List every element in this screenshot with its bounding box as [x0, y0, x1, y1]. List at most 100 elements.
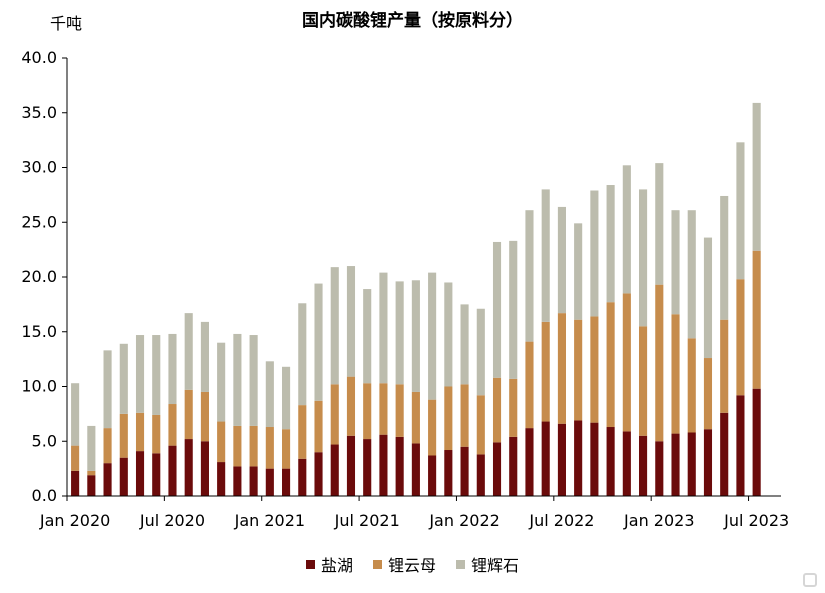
y-tick-label-5: 25.0 — [21, 212, 57, 231]
bar-segment-s2-11 — [249, 335, 258, 426]
bar-segment-s0-11 — [249, 466, 258, 496]
watermark-icon — [803, 573, 817, 587]
bar-segment-s0-20 — [395, 436, 404, 496]
y-axis-unit-label: 千吨 — [50, 14, 83, 33]
bar-segment-s1-2 — [103, 428, 112, 464]
bar-segment-s1-35 — [639, 326, 648, 436]
bar-segment-s2-0 — [71, 383, 80, 446]
bar-segment-s2-1 — [87, 425, 96, 471]
bar-segment-s2-6 — [168, 333, 177, 405]
legend-label-2: 锂辉石 — [471, 556, 520, 575]
bar-segment-s1-7 — [184, 389, 193, 440]
bars-layer — [71, 102, 761, 497]
legend-label-1: 锂云母 — [387, 556, 436, 575]
bar-segment-s2-20 — [395, 281, 404, 385]
y-tick-label-4: 20.0 — [21, 267, 57, 286]
legend-swatch-2 — [456, 559, 465, 569]
bar-segment-s1-36 — [655, 284, 664, 442]
watermark-logo — [803, 573, 817, 587]
bar-segment-s2-2 — [103, 350, 112, 429]
bar-segment-s2-25 — [476, 308, 485, 396]
bar-segment-s2-17 — [346, 266, 356, 377]
bar-segment-s2-42 — [752, 102, 761, 251]
bar-segment-s2-7 — [184, 313, 193, 390]
bar-segment-s1-1 — [87, 470, 96, 476]
bar-segment-s1-3 — [119, 413, 128, 458]
bar-segment-s1-0 — [71, 445, 80, 471]
legend-item-2: 锂辉石 — [456, 552, 519, 576]
bar-segment-s2-16 — [330, 267, 339, 385]
x-tick-label-0: Jan 2020 — [39, 511, 110, 530]
bar-segment-s1-30 — [557, 313, 566, 424]
bar-segment-s0-6 — [168, 445, 177, 496]
chart-legend: 盐湖 锂云母 锂辉石 — [0, 552, 825, 576]
x-tick-label-1: Jul 2020 — [139, 511, 205, 530]
bar-segment-s2-27 — [509, 240, 518, 379]
bar-segment-s2-9 — [217, 342, 226, 422]
bar-segment-s1-11 — [249, 425, 258, 467]
y-tick-label-2: 10.0 — [21, 377, 57, 396]
bar-segment-s1-23 — [444, 386, 453, 451]
bar-segment-s0-37 — [671, 433, 680, 496]
bar-segment-s0-29 — [541, 421, 550, 496]
bar-segment-s0-10 — [233, 466, 242, 496]
bar-segment-s1-16 — [330, 384, 339, 445]
bar-segment-s0-3 — [119, 457, 128, 496]
bar-segment-s1-37 — [671, 314, 680, 434]
bar-segment-s2-33 — [606, 185, 615, 303]
bar-segment-s0-24 — [460, 446, 469, 496]
bar-segment-s2-4 — [135, 335, 145, 413]
bar-segment-s0-16 — [330, 444, 339, 496]
bar-segment-s1-22 — [428, 399, 437, 456]
legend-swatch-1 — [372, 559, 382, 569]
bar-segment-s2-32 — [590, 190, 599, 317]
stacked-bar-chart: 0.0 5.0 10.0 15.0 20.0 25.0 30.0 35.0 40.0 Jan 20… — [21, 48, 789, 530]
bar-segment-s2-40 — [720, 195, 729, 320]
bar-segment-s0-9 — [217, 462, 226, 496]
bar-segment-s0-27 — [509, 436, 518, 496]
legend-swatch-0 — [305, 559, 315, 569]
y-tick-label-7: 35.0 — [21, 103, 57, 122]
bar-segment-s0-32 — [590, 422, 599, 496]
bar-segment-s0-35 — [639, 435, 648, 496]
bar-segment-s1-6 — [168, 404, 177, 446]
bar-segment-s1-27 — [509, 378, 518, 437]
bar-segment-s2-26 — [492, 241, 502, 378]
bar-segment-s1-12 — [265, 427, 274, 469]
legend-item-0: 盐湖 — [305, 552, 353, 576]
bar-segment-s0-30 — [557, 423, 566, 496]
bar-segment-s0-21 — [411, 443, 420, 496]
bar-segment-s0-38 — [687, 432, 696, 496]
bar-segment-s2-34 — [622, 165, 631, 294]
x-tick-label-2: Jan 2021 — [234, 511, 305, 530]
axes-layer: 0.0 5.0 10.0 15.0 20.0 25.0 30.0 35.0 40.0 Jan 20… — [21, 48, 789, 530]
bar-segment-s1-33 — [606, 302, 615, 428]
bar-segment-s2-18 — [363, 289, 372, 384]
bar-segment-s1-21 — [411, 391, 420, 444]
bar-segment-s1-29 — [541, 321, 550, 422]
bar-segment-s2-8 — [200, 321, 209, 392]
bar-segment-s2-19 — [379, 272, 388, 384]
bar-segment-s1-18 — [363, 383, 372, 440]
bar-segment-s2-30 — [557, 206, 566, 314]
bar-segment-s1-40 — [720, 319, 729, 413]
bar-segment-s2-5 — [152, 335, 161, 415]
bar-segment-s0-33 — [606, 427, 615, 496]
bar-segment-s0-15 — [314, 452, 323, 496]
bar-segment-s0-13 — [282, 468, 291, 497]
bar-segment-s1-10 — [233, 425, 242, 467]
bar-segment-s0-12 — [265, 468, 274, 497]
bar-segment-s0-7 — [184, 439, 193, 496]
bar-segment-s2-13 — [282, 366, 291, 430]
bar-segment-s0-26 — [492, 442, 502, 496]
bar-segment-s0-36 — [655, 441, 664, 496]
bar-segment-s2-23 — [444, 282, 453, 387]
bar-segment-s1-14 — [298, 405, 307, 459]
bar-segment-s0-25 — [476, 454, 485, 496]
bar-segment-s1-42 — [752, 250, 761, 389]
bar-segment-s0-17 — [346, 435, 356, 496]
bar-segment-s2-15 — [314, 283, 323, 401]
bar-segment-s0-39 — [703, 429, 713, 496]
y-tick-label-3: 15.0 — [21, 322, 57, 341]
y-tick-label-0: 0.0 — [32, 486, 57, 505]
